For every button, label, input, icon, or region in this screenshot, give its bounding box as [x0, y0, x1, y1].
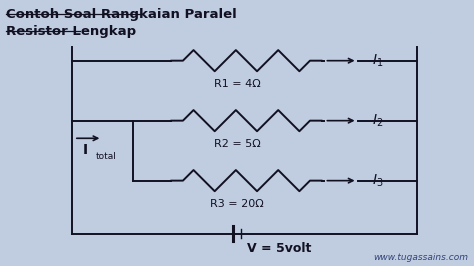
Text: V = 5volt: V = 5volt	[247, 242, 312, 255]
Text: Resistor Lengkap: Resistor Lengkap	[6, 25, 137, 38]
Text: www.tugassains.com: www.tugassains.com	[374, 253, 469, 262]
Text: total: total	[96, 152, 117, 161]
Text: $I_2$: $I_2$	[372, 113, 383, 129]
Text: R2 = 5Ω: R2 = 5Ω	[214, 139, 260, 149]
Text: $I_1$: $I_1$	[372, 52, 383, 69]
Text: R3 = 20Ω: R3 = 20Ω	[210, 199, 264, 209]
Text: Contoh Soal Rangkaian Paralel: Contoh Soal Rangkaian Paralel	[6, 8, 237, 21]
Text: $I_3$: $I_3$	[372, 172, 383, 189]
Text: $\mathbf{I}$: $\mathbf{I}$	[82, 143, 88, 157]
Text: R1 = 4Ω: R1 = 4Ω	[214, 79, 260, 89]
